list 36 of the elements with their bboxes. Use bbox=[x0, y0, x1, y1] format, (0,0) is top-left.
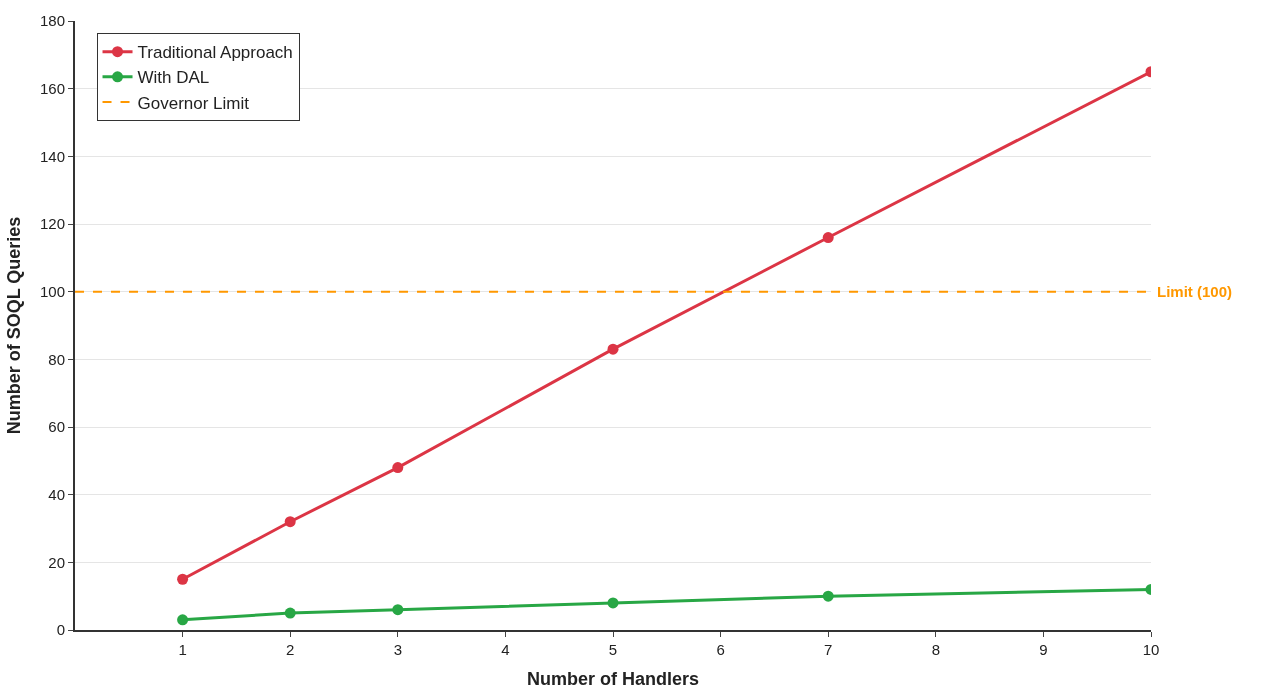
y-tick-label: 40 bbox=[48, 485, 65, 503]
annotation: Limit (100) bbox=[1157, 283, 1233, 300]
y-tick-label: 80 bbox=[48, 350, 65, 368]
x-tick-label: 9 bbox=[1039, 641, 1048, 658]
x-tick-label: 4 bbox=[501, 641, 510, 658]
point bbox=[284, 607, 296, 619]
y-tick-label: 60 bbox=[48, 418, 65, 436]
y-tick-label: 0 bbox=[56, 621, 65, 639]
x-tick-label: 6 bbox=[716, 641, 725, 658]
x-tick-label: 8 bbox=[931, 641, 940, 658]
point bbox=[392, 462, 404, 474]
legend-label: With DAL bbox=[137, 68, 210, 88]
y-axis-title: Number of SOQL Queries bbox=[3, 216, 24, 435]
point bbox=[822, 590, 834, 602]
y-tick-label: 180 bbox=[39, 12, 65, 30]
x-tick-label: 7 bbox=[824, 641, 833, 658]
legend-label: Governor Limit bbox=[137, 93, 250, 113]
y-tick-label: 20 bbox=[48, 553, 65, 571]
x-tick-label: 5 bbox=[608, 641, 618, 658]
point bbox=[607, 343, 619, 355]
point bbox=[177, 573, 189, 585]
y-tick-label: 100 bbox=[39, 282, 65, 300]
point bbox=[822, 232, 834, 244]
point bbox=[284, 516, 296, 528]
point bbox=[607, 597, 619, 609]
x-tick-label: 1 bbox=[178, 641, 187, 658]
point bbox=[177, 614, 189, 626]
y-tick-label: 140 bbox=[39, 147, 65, 165]
x-axis-title: Number of Handlers bbox=[526, 668, 700, 689]
x-tick-label: 2 bbox=[286, 641, 295, 658]
y-tick-label: 120 bbox=[39, 215, 65, 233]
legend-label: Traditional Approach bbox=[137, 43, 293, 63]
y-tick-label: 160 bbox=[39, 79, 65, 97]
x-tick-label: 3 bbox=[393, 641, 402, 658]
x-tick-label: 10 bbox=[1142, 641, 1160, 658]
point bbox=[392, 604, 404, 616]
